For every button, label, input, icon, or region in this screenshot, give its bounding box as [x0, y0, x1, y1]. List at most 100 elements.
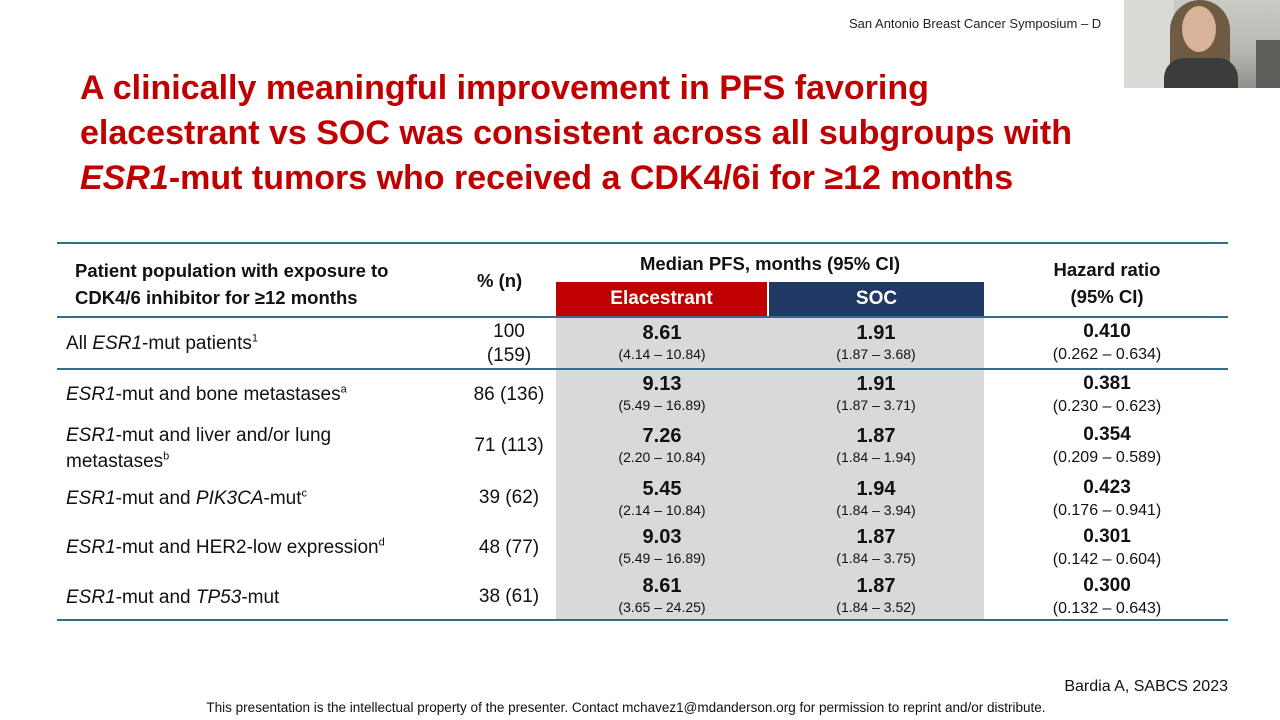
header-hr-line-1: Hazard ratio — [1053, 259, 1161, 280]
percent-line-1: 100 — [493, 321, 525, 342]
soc-median: 1.94 — [856, 478, 896, 500]
soc-pfs: 1.91 (1.87 – 3.68) — [776, 321, 976, 363]
footnote-marker: a — [340, 383, 347, 396]
elacestrant-ci: (3.65 – 24.25) — [618, 599, 706, 615]
hr-ci: (0.209 – 0.589) — [1052, 449, 1162, 466]
header-soc: SOC — [769, 282, 984, 316]
soc-pfs: 1.91 (1.87 – 3.71) — [776, 372, 976, 414]
pop-text: -mut and — [115, 587, 196, 608]
pop-gene: ESR1 — [66, 384, 116, 405]
soc-median: 1.91 — [856, 322, 896, 344]
soc-pfs: 1.87 (1.84 – 1.94) — [776, 424, 976, 466]
row-percent: 100 (159) — [459, 320, 559, 368]
row-population: All ESR1-mut patients1 — [66, 331, 456, 357]
hazard-ratio: 0.301 (0.142 – 0.604) — [1017, 525, 1197, 571]
pop-gene: ESR1 — [66, 425, 116, 446]
slide-title: A clinically meaningful improvement in P… — [80, 66, 1210, 201]
pop-text: -mut and bone metastases — [115, 384, 341, 405]
elacestrant-pfs: 8.61 (4.14 – 10.84) — [562, 321, 762, 363]
presenter-face — [1182, 6, 1216, 52]
elacestrant-median: 8.61 — [642, 575, 682, 597]
row-percent: 48 (77) — [478, 537, 540, 558]
row-percent: 39 (62) — [478, 487, 540, 508]
soc-ci: (1.87 – 3.68) — [836, 346, 916, 362]
title-line-1: A clinically meaningful improvement in P… — [80, 69, 929, 107]
pop-gene-2: TP53 — [195, 587, 242, 608]
header-percent: % (n) — [477, 270, 523, 291]
hr-ci: (0.176 – 0.941) — [1052, 502, 1162, 519]
hr-ci: (0.132 – 0.643) — [1052, 600, 1162, 617]
pfs-shading — [556, 317, 984, 620]
conference-header: San Antonio Breast Cancer Symposium – D — [849, 16, 1102, 31]
title-line-3: ESR1-mut tumors who received a CDK4/6i f… — [80, 156, 1210, 201]
hr-value: 0.423 — [1083, 477, 1131, 498]
hr-value: 0.354 — [1083, 424, 1131, 445]
header-population-line-2: CDK4/6 inhibitor for ≥12 months — [75, 287, 358, 308]
elacestrant-ci: (5.49 – 16.89) — [618, 550, 706, 566]
pop-text: -mut — [263, 488, 302, 509]
presenter-shirt — [1164, 58, 1238, 88]
pop-gene: ESR1 — [92, 333, 143, 354]
table-rule-top — [57, 242, 1228, 244]
footnote-marker: b — [163, 450, 170, 463]
header-elacestrant: Elacestrant — [556, 282, 767, 316]
video-shelf — [1256, 40, 1280, 88]
footnote-marker: d — [378, 536, 385, 549]
hazard-ratio: 0.300 (0.132 – 0.643) — [1017, 574, 1197, 620]
elacestrant-ci: (4.14 – 10.84) — [618, 346, 706, 362]
soc-ci: (1.84 – 1.94) — [836, 449, 916, 465]
elacestrant-median: 7.26 — [642, 425, 682, 447]
footnote-marker: c — [301, 487, 308, 500]
header-population-line-1: Patient population with exposure to — [75, 260, 389, 281]
row-population: ESR1-mut and bone metastasesa — [66, 382, 456, 408]
elacestrant-pfs: 7.26 (2.20 – 10.84) — [562, 424, 762, 466]
elacestrant-pfs: 9.03 (5.49 – 16.89) — [562, 525, 762, 567]
title-line-3-rest: -mut tumors who received a CDK4/6i for ≥… — [168, 159, 1014, 197]
hazard-ratio: 0.381 (0.230 – 0.623) — [1017, 372, 1197, 418]
pop-text: All — [66, 333, 93, 354]
pop-text-line-2: metastases — [66, 451, 164, 472]
row-population: ESR1-mut and liver and/or lung metastase… — [66, 423, 456, 475]
percent-line-2: (159) — [486, 345, 532, 366]
footnote-marker: 1 — [251, 332, 258, 345]
hr-value: 0.381 — [1083, 373, 1131, 394]
header-population: Patient population with exposure to CDK4… — [75, 257, 388, 311]
soc-ci: (1.84 – 3.75) — [836, 550, 916, 566]
pop-text: -mut and liver and/or lung — [115, 425, 332, 446]
subgroup-table: Patient population with exposure to CDK4… — [57, 242, 1228, 622]
title-line-2: elacestrant vs SOC was consistent across… — [80, 114, 1072, 152]
row-population: ESR1-mut and HER2-low expressiond — [66, 535, 456, 561]
header-median-pfs: Median PFS, months (95% CI) — [639, 253, 901, 274]
pop-gene: ESR1 — [66, 537, 116, 558]
header-hazard-ratio: Hazard ratio (95% CI) — [1017, 256, 1197, 310]
row-percent: 86 (136) — [473, 384, 545, 405]
elacestrant-pfs: 8.61 (3.65 – 24.25) — [562, 574, 762, 616]
hazard-ratio: 0.354 (0.209 – 0.589) — [1017, 423, 1197, 469]
table-rule-header — [57, 316, 1228, 318]
hr-value: 0.301 — [1083, 526, 1131, 547]
copyright-footer: This presentation is the intellectual pr… — [206, 700, 1046, 715]
row-population: ESR1-mut and TP53-mut — [66, 585, 456, 611]
row-percent: 38 (61) — [478, 586, 540, 607]
elacestrant-ci: (2.20 – 10.84) — [618, 449, 706, 465]
pop-text: -mut — [241, 587, 280, 608]
elacestrant-ci: (2.14 – 10.84) — [618, 502, 706, 518]
pop-text: -mut and HER2-low expression — [115, 537, 379, 558]
soc-median: 1.87 — [856, 575, 896, 597]
elacestrant-median: 9.13 — [642, 373, 682, 395]
elacestrant-median: 9.03 — [642, 526, 682, 548]
title-gene: ESR1 — [80, 159, 169, 197]
soc-ci: (1.87 – 3.71) — [836, 397, 916, 413]
elacestrant-median: 8.61 — [642, 322, 682, 344]
pop-gene: ESR1 — [66, 587, 116, 608]
row-population: ESR1-mut and PIK3CA-mutc — [66, 486, 456, 512]
soc-median: 1.91 — [856, 373, 896, 395]
hr-value: 0.300 — [1083, 575, 1131, 596]
pop-gene: ESR1 — [66, 488, 116, 509]
pop-text: -mut patients — [142, 333, 252, 354]
elacestrant-pfs: 9.13 (5.49 – 16.89) — [562, 372, 762, 414]
header-hr-line-2: (95% CI) — [1070, 286, 1144, 307]
hr-ci: (0.230 – 0.623) — [1052, 398, 1162, 415]
soc-pfs: 1.94 (1.84 – 3.94) — [776, 477, 976, 519]
hr-ci: (0.142 – 0.604) — [1052, 551, 1162, 568]
